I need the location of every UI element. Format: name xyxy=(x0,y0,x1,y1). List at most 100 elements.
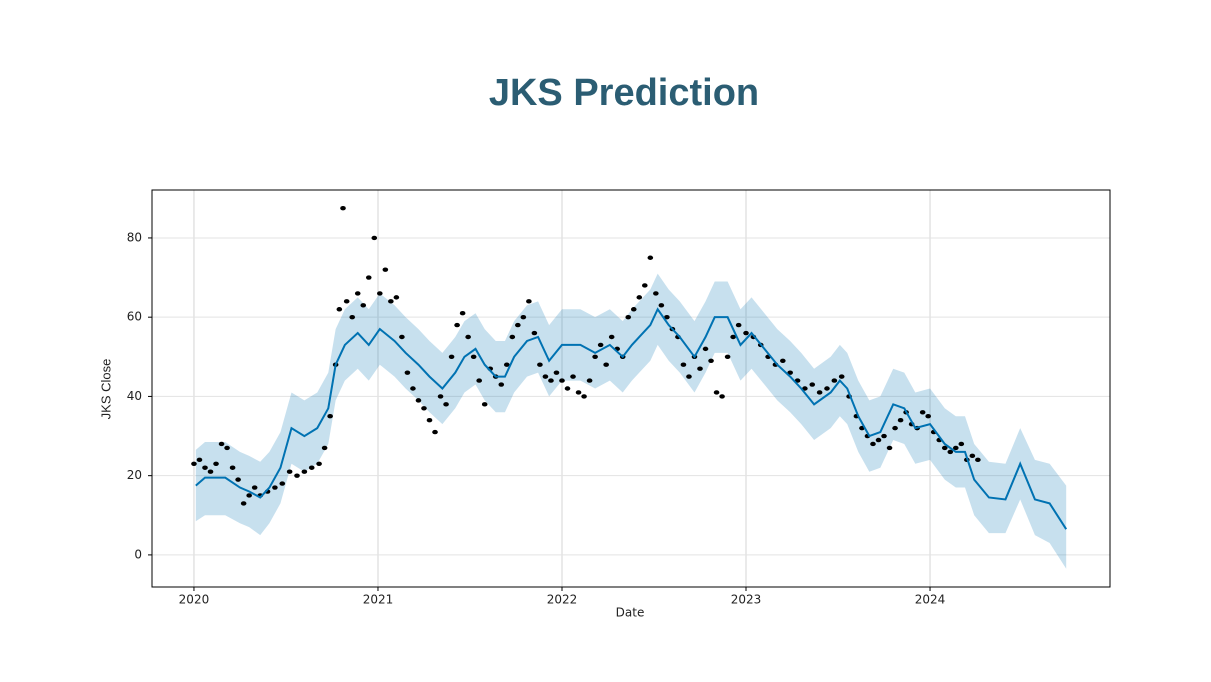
x-axis-label: Date xyxy=(616,606,645,620)
actual-point xyxy=(886,445,893,451)
plot-frame xyxy=(151,189,1111,588)
actual-point xyxy=(286,469,293,474)
actual-point xyxy=(371,235,378,241)
x-tick-label: 2023 xyxy=(731,593,762,607)
x-tick-label: 2021 xyxy=(363,593,394,607)
y-tick-label: 60 xyxy=(127,310,142,324)
actual-point xyxy=(343,299,350,304)
actual-point xyxy=(503,362,510,367)
actual-point xyxy=(947,449,954,455)
actual-point xyxy=(570,374,576,379)
y-tick-label: 40 xyxy=(127,389,142,403)
actual-point xyxy=(697,366,703,371)
actual-point xyxy=(735,322,742,328)
actual-point xyxy=(454,322,460,328)
actual-point xyxy=(251,485,258,490)
actual-point xyxy=(719,394,725,399)
uncertainty-band xyxy=(195,273,1067,569)
actual-point xyxy=(941,445,948,451)
actual-point xyxy=(708,358,714,363)
actual-point xyxy=(952,445,959,451)
actual-point xyxy=(515,322,521,328)
actual-point xyxy=(743,330,749,336)
actual-point xyxy=(354,291,361,296)
actual-point xyxy=(925,414,931,419)
actual-point xyxy=(437,394,444,399)
actual-point xyxy=(636,295,643,300)
actual-point xyxy=(548,378,554,383)
actual-point xyxy=(360,303,367,308)
actual-point xyxy=(388,299,394,304)
actual-point xyxy=(642,283,648,288)
actual-point xyxy=(459,311,466,316)
y-tick-label: 80 xyxy=(127,230,142,244)
actual-point xyxy=(686,374,692,379)
actual-point xyxy=(680,362,687,367)
actual-point xyxy=(308,465,315,470)
actual-point xyxy=(415,398,422,403)
actual-point xyxy=(553,370,560,375)
actual-point xyxy=(448,354,455,360)
actual-point xyxy=(327,414,333,419)
actual-point xyxy=(647,255,654,260)
actual-point xyxy=(713,390,720,395)
actual-point xyxy=(531,330,538,336)
y-tick-label: 20 xyxy=(127,468,142,482)
actual-point xyxy=(586,378,593,383)
actual-point xyxy=(969,453,976,459)
actual-point xyxy=(202,465,208,470)
actual-point xyxy=(224,445,230,451)
actual-point xyxy=(498,382,505,387)
actual-point xyxy=(870,441,876,447)
actual-point xyxy=(432,429,438,435)
actual-point xyxy=(831,378,838,383)
actual-point xyxy=(235,477,241,482)
actual-point xyxy=(213,461,219,466)
actual-point xyxy=(809,382,816,387)
actual-point xyxy=(246,493,252,498)
actual-point xyxy=(802,386,808,391)
actual-point xyxy=(537,362,543,367)
x-tick-label: 2024 xyxy=(915,593,946,607)
actual-point xyxy=(207,469,214,474)
actual-point xyxy=(526,299,532,304)
actual-point xyxy=(559,378,565,383)
actual-point xyxy=(279,481,286,486)
actual-point xyxy=(481,402,488,407)
actual-point xyxy=(196,457,203,463)
actual-point xyxy=(958,441,965,447)
actual-point xyxy=(824,386,830,391)
actual-point xyxy=(520,314,527,320)
forecast-line xyxy=(195,307,1068,530)
actual-point xyxy=(509,334,516,340)
actual-point xyxy=(592,354,598,360)
chart-title: JKS Prediction xyxy=(489,72,759,114)
actual-point xyxy=(542,374,549,379)
actual-point xyxy=(421,406,427,411)
actual-point xyxy=(630,307,637,312)
actual-point xyxy=(470,354,477,360)
actual-point xyxy=(426,417,433,423)
actual-point xyxy=(787,370,793,375)
actual-point xyxy=(897,417,904,423)
actual-point xyxy=(465,334,471,340)
actual-point xyxy=(336,307,343,312)
actual-point xyxy=(730,334,736,340)
actual-point xyxy=(919,410,926,415)
actual-point xyxy=(724,354,731,360)
y-tick-label: 0 xyxy=(134,547,142,561)
actual-point xyxy=(229,465,236,470)
actual-point xyxy=(780,358,786,363)
actual-point xyxy=(892,425,898,431)
actual-point xyxy=(321,445,328,451)
x-tick-label: 2020 xyxy=(179,593,210,607)
actual-point xyxy=(240,501,247,506)
actual-point xyxy=(365,275,372,280)
actual-point xyxy=(382,267,389,272)
actual-point xyxy=(625,314,632,320)
actual-point xyxy=(294,473,300,478)
actual-point xyxy=(349,314,356,320)
actual-point xyxy=(476,378,482,383)
actual-point xyxy=(597,342,604,348)
actual-point xyxy=(664,314,670,320)
